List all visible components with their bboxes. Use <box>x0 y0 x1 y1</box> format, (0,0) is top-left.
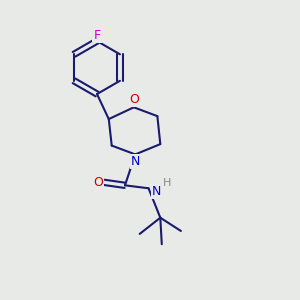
Text: O: O <box>129 93 139 106</box>
Text: N: N <box>152 185 161 198</box>
Text: O: O <box>93 176 103 189</box>
Text: F: F <box>93 29 100 42</box>
Text: N: N <box>130 155 140 168</box>
Text: H: H <box>163 178 171 188</box>
